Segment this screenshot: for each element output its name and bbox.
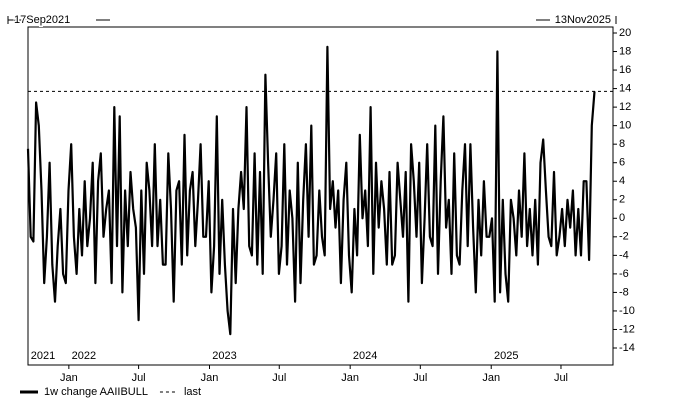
y-tick-label: 14	[619, 82, 631, 94]
legend-label: last	[184, 386, 201, 398]
y-tick-label: 0	[619, 212, 625, 224]
y-tick-label: 6	[619, 157, 625, 169]
start-date-label: 17Sep2021	[14, 14, 70, 26]
y-tick-label: 18	[619, 45, 631, 57]
series-line	[26, 45, 596, 336]
year-label: 2021	[31, 350, 55, 362]
y-tick-label: -10	[619, 305, 635, 317]
y-tick-label: -8	[619, 286, 629, 298]
legend-label: 1w change AAIIBULL	[44, 386, 148, 398]
end-date-label: 13Nov2025	[555, 14, 611, 26]
y-tick-label: 10	[619, 120, 631, 132]
plot-frame	[27, 26, 614, 366]
y-tick-label: -2	[619, 231, 629, 243]
x-tick-label: Jan	[482, 372, 500, 384]
y-tick-label: 12	[619, 101, 631, 113]
x-tick-label: Jul	[554, 372, 568, 384]
x-tick-label: Jan	[341, 372, 359, 384]
x-tick-label: Jul	[132, 372, 146, 384]
y-tick-label: -6	[619, 268, 629, 280]
y-tick-label: 8	[619, 138, 625, 150]
y-tick-label: 20	[619, 27, 631, 39]
year-label: 2023	[212, 350, 236, 362]
y-tick-label: 2	[619, 194, 625, 206]
y-tick-label: 4	[619, 175, 625, 187]
x-tick-label: Jan	[201, 372, 219, 384]
y-tick-label: -12	[619, 323, 635, 335]
x-tick-label: Jan	[60, 372, 78, 384]
y-tick-label: -14	[619, 342, 635, 354]
year-label: 2024	[353, 350, 377, 362]
x-tick-label: Jul	[272, 372, 286, 384]
year-label: 2022	[72, 350, 96, 362]
y-tick-label: -4	[619, 249, 629, 261]
year-label: 2025	[494, 350, 518, 362]
x-tick-label: Jul	[413, 372, 427, 384]
y-tick-label: 16	[619, 64, 631, 76]
